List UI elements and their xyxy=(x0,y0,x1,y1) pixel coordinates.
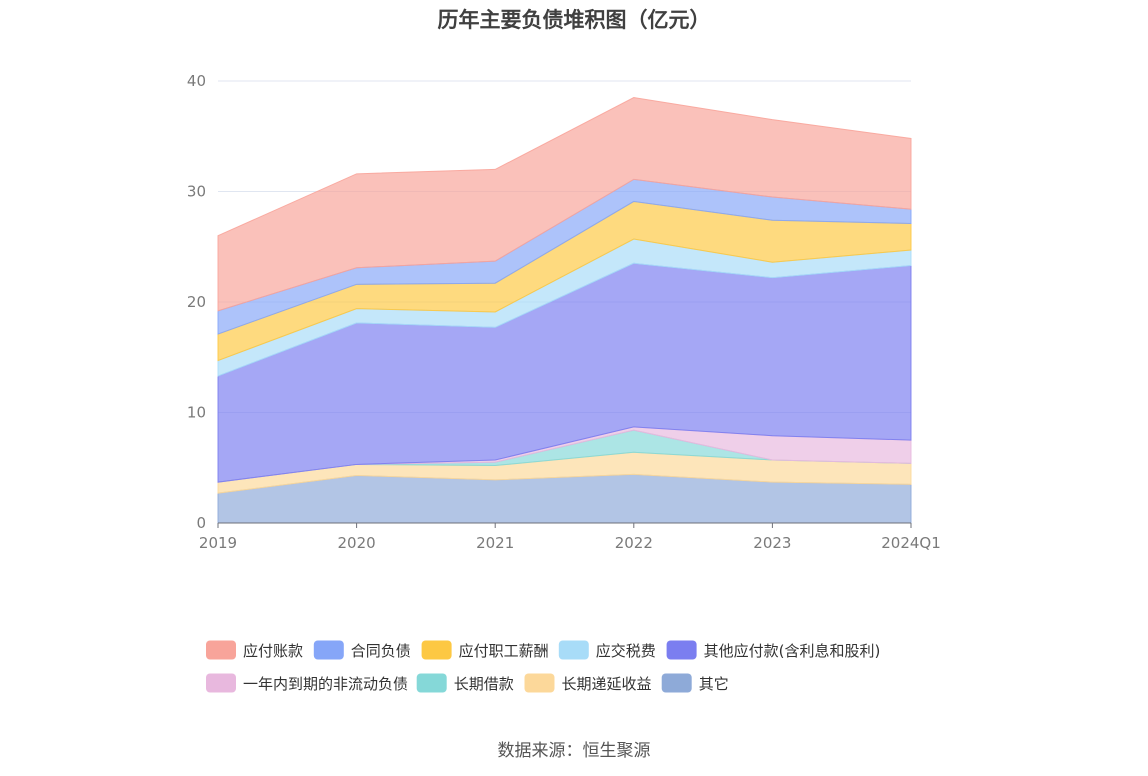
x-tick-label: 2024Q1 xyxy=(881,534,941,552)
legend-item: 合同负债 xyxy=(313,640,411,660)
x-tick-label: 2021 xyxy=(476,534,514,552)
legend-swatch xyxy=(666,640,697,660)
legend-item: 长期借款 xyxy=(416,673,514,693)
legend-swatch xyxy=(661,673,692,693)
legend-item: 应交税费 xyxy=(558,640,656,660)
legend-label: 应付职工薪酬 xyxy=(459,642,549,660)
legend-item: 一年内到期的非流动负债 xyxy=(206,673,408,693)
data-source-note: 数据来源：恒生聚源 xyxy=(497,741,651,761)
chart-title: 历年主要负债堆积图（亿元） xyxy=(437,8,711,32)
x-tick-label: 2023 xyxy=(753,534,791,552)
y-tick-label: 10 xyxy=(187,404,206,422)
x-tick-label: 2019 xyxy=(199,534,237,552)
legend-swatch xyxy=(416,673,447,693)
x-tick-label: 2020 xyxy=(338,534,376,552)
legend-label: 一年内到期的非流动负债 xyxy=(243,675,408,693)
legend-label: 长期借款 xyxy=(454,675,514,693)
legend-item: 长期递延收益 xyxy=(524,673,652,693)
legend-swatch xyxy=(524,673,555,693)
legend-swatch xyxy=(421,640,452,660)
legend-item: 其它 xyxy=(661,673,729,693)
legend-label: 其它 xyxy=(699,675,729,693)
legend: 应付账款 合同负债 应付职工薪酬 应交税费 其他应付款(含利息和股利) 一年内到期的非流动… xyxy=(206,640,881,693)
y-tick-label: 20 xyxy=(187,293,206,311)
axes: 0 10 20 30 40 2019 2020 2021 2022 2023 2024Q1 xyxy=(187,72,941,552)
legend-swatch xyxy=(558,640,589,660)
legend-label: 应付账款 xyxy=(243,642,303,660)
area-series-layer xyxy=(217,97,912,524)
area-series xyxy=(217,97,912,312)
legend-item: 应付职工薪酬 xyxy=(421,640,549,660)
legend-label: 其他应付款(含利息和股利) xyxy=(704,642,881,660)
legend-label: 合同负债 xyxy=(351,642,411,660)
legend-item: 应付账款 xyxy=(206,640,303,660)
y-tick-label: 40 xyxy=(187,72,206,90)
legend-swatch xyxy=(206,673,236,693)
x-tick-label: 2022 xyxy=(615,534,653,552)
legend-item: 其他应付款(含利息和股利) xyxy=(666,640,881,660)
legend-swatch xyxy=(206,640,236,660)
legend-label: 应交税费 xyxy=(596,642,656,660)
y-tick-label: 30 xyxy=(187,183,206,201)
y-tick-label: 0 xyxy=(196,514,206,532)
legend-label: 长期递延收益 xyxy=(562,675,652,693)
legend-swatch xyxy=(313,640,344,660)
